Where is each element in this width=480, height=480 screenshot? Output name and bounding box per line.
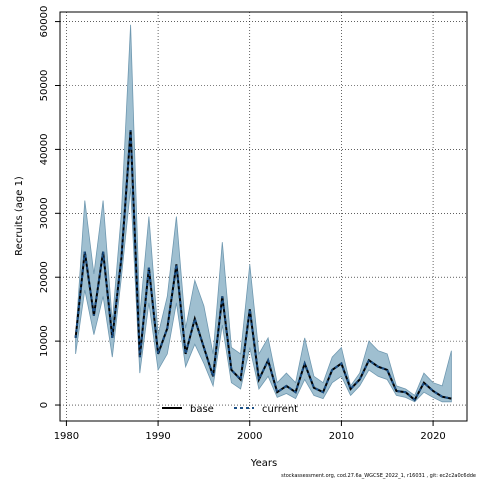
legend: base current bbox=[162, 404, 298, 415]
y-tick-label: 40000 bbox=[39, 133, 50, 165]
y-axis-title: Recruits (age 1) bbox=[14, 176, 25, 256]
x-tick-label: 1990 bbox=[145, 431, 170, 442]
x-tick-label: 2000 bbox=[237, 431, 262, 442]
y-tick-label: 30000 bbox=[39, 197, 50, 229]
y-tick-label: 60000 bbox=[39, 6, 50, 38]
x-tick-label: 2010 bbox=[329, 431, 354, 442]
x-axis-title: Years bbox=[250, 458, 277, 469]
series-line-current bbox=[74, 130, 452, 402]
y-tick-label: 0 bbox=[39, 402, 50, 408]
grid-lines bbox=[60, 12, 467, 421]
y-tick-label: 50000 bbox=[39, 70, 50, 102]
y-axis: 0 10000 20000 30000 40000 50000 60000 bbox=[39, 6, 60, 408]
y-tick-label: 10000 bbox=[39, 325, 50, 357]
plot-frame bbox=[59, 11, 468, 422]
legend-label-base: base bbox=[190, 404, 214, 415]
x-axis: 1980 1990 2000 2010 2020 bbox=[54, 421, 446, 442]
legend-label-current: current bbox=[262, 404, 298, 415]
footer-credit: stockassessment.org, cod.27.6a_WGCSE_202… bbox=[281, 473, 476, 479]
confidence-band bbox=[75, 24, 452, 403]
x-tick-label: 2020 bbox=[420, 431, 445, 442]
x-tick-label: 1980 bbox=[54, 431, 79, 442]
y-tick-label: 20000 bbox=[39, 261, 50, 293]
